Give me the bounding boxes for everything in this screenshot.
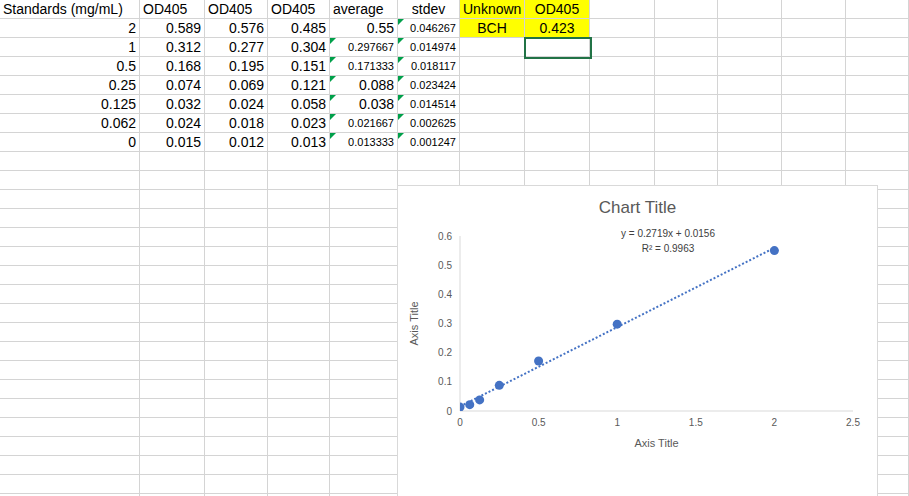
html-text:0.001247: 0.001247 (410, 136, 456, 148)
html-text:0.304: 0.304 (291, 39, 326, 55)
svg-text:2: 2 (772, 417, 778, 428)
svg-text:0.5: 0.5 (532, 417, 546, 428)
html-text:0.25: 0.25 (108, 77, 136, 93)
html-text:BCH: BCH (477, 20, 507, 36)
svg-text:0: 0 (457, 417, 463, 428)
html-text:OD405: OD405 (143, 1, 188, 17)
html-text:0.312: 0.312 (166, 39, 201, 55)
html-text:0.012: 0.012 (229, 134, 264, 150)
html-text:0.024: 0.024 (229, 96, 264, 112)
html-text:0.151: 0.151 (291, 58, 326, 74)
html-text:R² = 0.9963: R² = 0.9963 (641, 243, 695, 254)
html-text:Unknown: Unknown (463, 1, 522, 17)
html-text:1: 1 (128, 39, 136, 55)
html-text:average: average (333, 1, 384, 17)
html-text:stdev: stdev (411, 1, 446, 17)
html-text:OD405: OD405 (271, 1, 316, 17)
html-text:Chart Title: Chart Title (598, 198, 677, 217)
html-text:0.014514: 0.014514 (410, 98, 456, 110)
html-text:0.038: 0.038 (359, 96, 394, 112)
html-text:0: 0 (128, 134, 136, 150)
html-text:0.013: 0.013 (291, 134, 326, 150)
html-text:y = 0.2719x + 0.0156: y = 0.2719x + 0.0156 (621, 228, 715, 239)
html-text:Standards (mg/mL): Standards (mg/mL) (3, 1, 123, 17)
html-text:2: 2 (128, 20, 136, 36)
html-text:0.297667: 0.297667 (348, 41, 394, 53)
html-text:0.168: 0.168 (166, 58, 201, 74)
svg-text:0.2: 0.2 (438, 347, 452, 358)
svg-text:0.1: 0.1 (438, 376, 452, 387)
html-text:0.423: 0.423 (539, 20, 575, 36)
html-text:0.018: 0.018 (229, 115, 264, 131)
svg-text:0: 0 (446, 406, 452, 417)
html-text:0.023: 0.023 (291, 115, 326, 131)
html-text:0.015: 0.015 (166, 134, 201, 150)
html-text:0.021667: 0.021667 (348, 117, 394, 129)
html-text:0.069: 0.069 (229, 77, 264, 93)
html-text:0.058: 0.058 (291, 96, 326, 112)
html-text:0.171333: 0.171333 (348, 60, 394, 72)
html-text:0.5: 0.5 (116, 58, 136, 74)
svg-text:0.6: 0.6 (438, 231, 452, 242)
svg-text:0.4: 0.4 (438, 289, 452, 300)
html-text:0.195: 0.195 (229, 58, 264, 74)
html-text:0.121: 0.121 (291, 77, 326, 93)
html-text:0.062: 0.062 (101, 115, 136, 131)
html-text:OD405: OD405 (534, 1, 580, 17)
html-text:0.125: 0.125 (101, 96, 136, 112)
svg-text:1.5: 1.5 (689, 417, 703, 428)
html-text:0.074: 0.074 (166, 77, 201, 93)
svg-text:0.5: 0.5 (438, 260, 452, 271)
html-text:0.024: 0.024 (166, 115, 201, 131)
svg-text:Axis Title: Axis Title (634, 437, 678, 449)
html-text:0.485: 0.485 (291, 20, 326, 36)
html-text:0.576: 0.576 (229, 20, 264, 36)
html-text:0.589: 0.589 (166, 20, 201, 36)
html-text:OD405: OD405 (208, 1, 253, 17)
html-text:0.023424: 0.023424 (410, 79, 456, 91)
html-text:0.277: 0.277 (229, 39, 264, 55)
html-text:0.088: 0.088 (359, 77, 394, 93)
svg-text:0.3: 0.3 (438, 318, 452, 329)
html-text:0.002625: 0.002625 (410, 117, 456, 129)
html-text:0.046267: 0.046267 (410, 22, 456, 34)
html-text:0.018117: 0.018117 (410, 60, 456, 72)
html-text:0.014974: 0.014974 (410, 41, 456, 53)
svg-text:2.5: 2.5 (846, 417, 860, 428)
html-text:0.013333: 0.013333 (348, 136, 394, 148)
svg-text:Axis Title: Axis Title (408, 301, 420, 345)
html-text:0.55: 0.55 (366, 20, 394, 36)
svg-text:1: 1 (614, 417, 620, 428)
html-text:0.032: 0.032 (166, 96, 201, 112)
